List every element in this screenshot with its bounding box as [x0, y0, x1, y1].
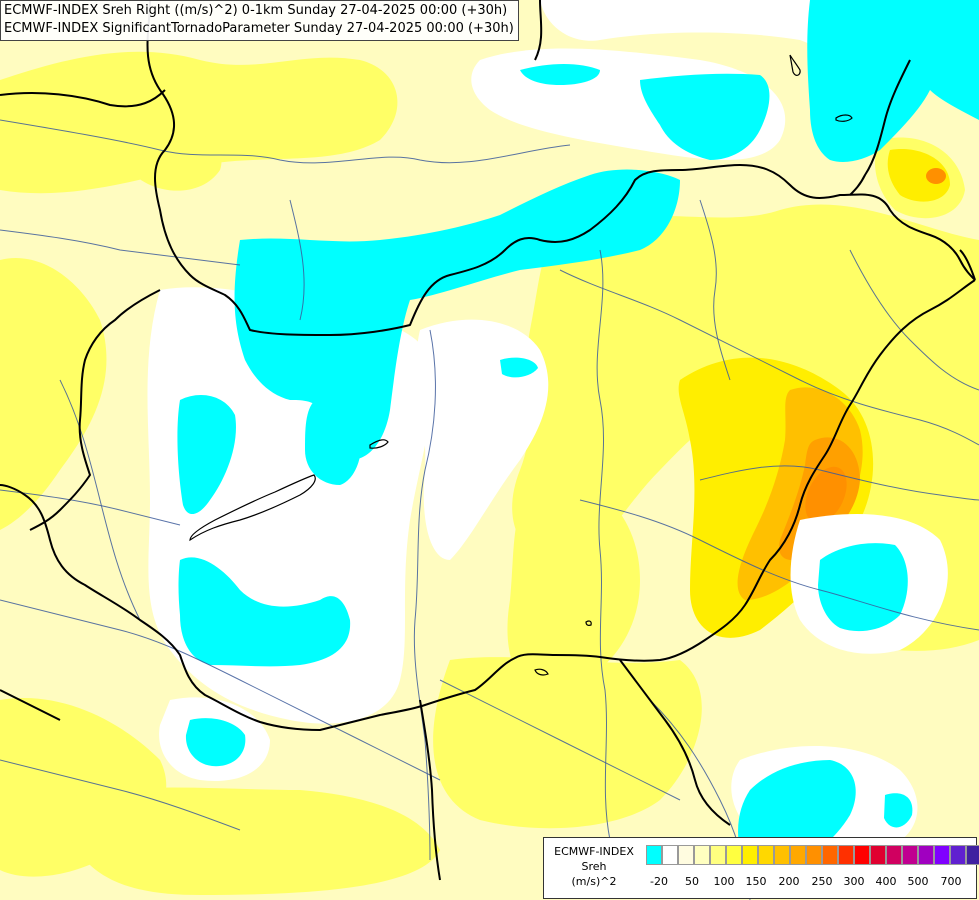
legend-label-line2: Sreh: [581, 860, 607, 873]
legend-swatch: [758, 845, 774, 865]
national-borders: [0, 0, 976, 881]
legend-swatch: [742, 845, 758, 865]
legend-tick-label: 500: [907, 875, 929, 888]
legend-swatch: [710, 845, 726, 865]
legend-swatch: [678, 845, 694, 865]
legend-swatch: [806, 845, 822, 865]
legend-tick-label: 150: [745, 875, 767, 888]
legend-ticks: -20 50 100 150 200 250 300 400 500 700: [646, 875, 974, 891]
cyan-fields: [177, 0, 979, 872]
orange-hotspot: [805, 168, 946, 524]
legend-swatch: [646, 845, 662, 865]
rivers: [0, 119, 979, 900]
legend-swatch: [854, 845, 870, 865]
legend-swatch: [694, 845, 710, 865]
legend-swatch: [934, 845, 950, 865]
legend-swatch: [886, 845, 902, 865]
legend-swatch: [870, 845, 886, 865]
map-title-box: ECMWF-INDEX Sreh Right ((m/s)^2) 0-1km S…: [0, 0, 519, 41]
color-legend: ECMWF-INDEX Sreh (m/s)^2 -20 50 100 150 200 2…: [543, 837, 979, 899]
legend-swatch: [662, 845, 678, 865]
legend-colorbar: [646, 845, 979, 865]
legend-swatch: [838, 845, 854, 865]
legend-swatch: [726, 845, 742, 865]
legend-tick-label: -20: [650, 875, 668, 888]
legend-tick-label: 700: [940, 875, 962, 888]
legend-swatch: [790, 845, 806, 865]
legend-swatch: [950, 845, 966, 865]
legend-tick-label: 250: [811, 875, 833, 888]
legend-label-line1: ECMWF-INDEX: [554, 845, 634, 858]
legend-swatch: [822, 845, 838, 865]
title-line-stp: ECMWF-INDEX SignificantTornadoParameter …: [4, 21, 514, 36]
legend-tick-label: 300: [843, 875, 865, 888]
legend-swatch: [918, 845, 934, 865]
legend-tick-label: 50: [685, 875, 699, 888]
legend-tick-label: 400: [875, 875, 897, 888]
legend-label-line3: (m/s)^2: [571, 875, 617, 888]
legend-tick-label: 200: [778, 875, 800, 888]
legend-tick-label: 100: [713, 875, 735, 888]
legend-swatch: [966, 845, 979, 865]
title-line-sreh: ECMWF-INDEX Sreh Right ((m/s)^2) 0-1km S…: [4, 3, 508, 18]
legend-swatch: [774, 845, 790, 865]
legend-swatch: [902, 845, 918, 865]
legend-label: ECMWF-INDEX Sreh (m/s)^2: [544, 844, 644, 889]
lake-outline: [189, 54, 853, 676]
